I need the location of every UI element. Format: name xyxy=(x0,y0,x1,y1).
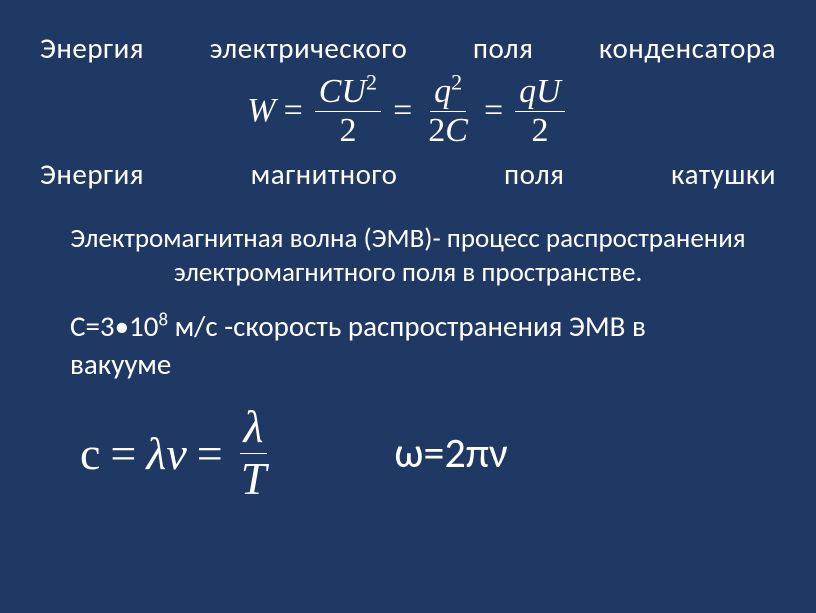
formula-wave-speed: с = λν = λ T xyxy=(80,403,274,503)
var-Cb: C xyxy=(445,112,468,149)
den-2: 2 xyxy=(335,112,360,149)
var-nu: ν xyxy=(166,427,186,480)
formula-energy: W = CU2 2 = q2 2C = qU 2 xyxy=(40,74,776,148)
eq-sign-4: = xyxy=(110,427,136,480)
emw-definition: Электромагнитная волна (ЭМВ)- процесс ра… xyxy=(40,222,776,290)
var-U: U xyxy=(341,73,366,110)
var-q: q xyxy=(434,73,451,110)
var-q2: q xyxy=(519,73,536,110)
speed-prefix: С=3•10 xyxy=(70,308,158,344)
eq-sign-2: = xyxy=(393,92,412,130)
eq-sign-5: = xyxy=(197,427,223,480)
den-2c: 2 xyxy=(527,112,552,149)
frac-qu-2: qU 2 xyxy=(515,74,565,148)
den-2b: 2 xyxy=(428,112,445,149)
speed-exp: 8 xyxy=(158,308,168,331)
frac-lambda-T: λ T xyxy=(237,403,271,503)
den-T: T xyxy=(237,454,271,503)
title-capacitor-energy: Энергия электрического поля конденсатора xyxy=(40,30,776,66)
num-lambda: λ xyxy=(240,403,268,453)
var-C: C xyxy=(319,73,342,110)
eq-sign: = xyxy=(284,92,303,130)
eq-sign-3: = xyxy=(484,92,503,130)
var-c: с xyxy=(80,427,100,480)
frac-q2-2c: q2 2C xyxy=(424,74,472,148)
var-U2: U xyxy=(536,73,561,110)
exp-2b: 2 xyxy=(451,70,462,95)
formula-angular-freq: ω=2πν xyxy=(394,428,508,479)
exp-2: 2 xyxy=(366,70,377,95)
speed-of-light: С=3•108 м/с -скорость распространения ЭМ… xyxy=(70,308,736,383)
var-lambda: λ xyxy=(146,427,166,480)
var-W: W xyxy=(247,92,275,130)
title-inductor-energy: Энергия магнитного поля катушки xyxy=(40,156,776,192)
frac-cu2-2: CU2 2 xyxy=(315,74,381,148)
